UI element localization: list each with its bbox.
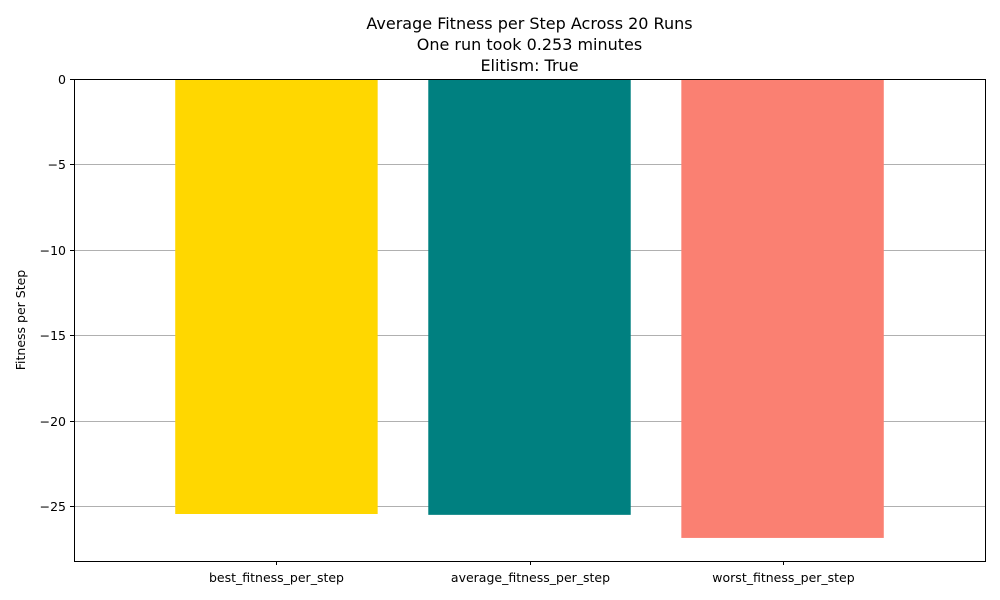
x-tick-label: worst_fitness_per_step bbox=[712, 570, 854, 585]
y-tick-label: 0 bbox=[58, 72, 66, 87]
plot-frame bbox=[74, 79, 986, 562]
y-axis-ticks: 0 −5 −10 −15 −20 −25 bbox=[40, 72, 74, 514]
y-tick-label: −20 bbox=[40, 414, 66, 429]
y-tick-label: −25 bbox=[40, 499, 66, 514]
chart-title: Average Fitness per Step Across 20 Runs … bbox=[366, 14, 692, 75]
bar-worst-fitness-per-step bbox=[681, 79, 884, 538]
x-axis-ticks: best_fitness_per_step average_fitness_per… bbox=[209, 561, 855, 585]
y-tick-label: −15 bbox=[40, 328, 66, 343]
title-line-1: Average Fitness per Step Across 20 Runs bbox=[366, 14, 692, 33]
x-tick-label: best_fitness_per_step bbox=[209, 570, 344, 585]
y-tick-label: −10 bbox=[40, 243, 66, 258]
y-axis-label: Fitness per Step bbox=[13, 270, 28, 371]
title-line-2: One run took 0.253 minutes bbox=[417, 35, 642, 54]
x-tick-label: average_fitness_per_step bbox=[451, 570, 610, 585]
bars bbox=[175, 79, 884, 538]
y-tick-label: −5 bbox=[48, 157, 66, 172]
bar-average-fitness-per-step bbox=[428, 79, 631, 515]
title-line-3: Elitism: True bbox=[480, 56, 578, 75]
bar-best-fitness-per-step bbox=[175, 79, 378, 514]
